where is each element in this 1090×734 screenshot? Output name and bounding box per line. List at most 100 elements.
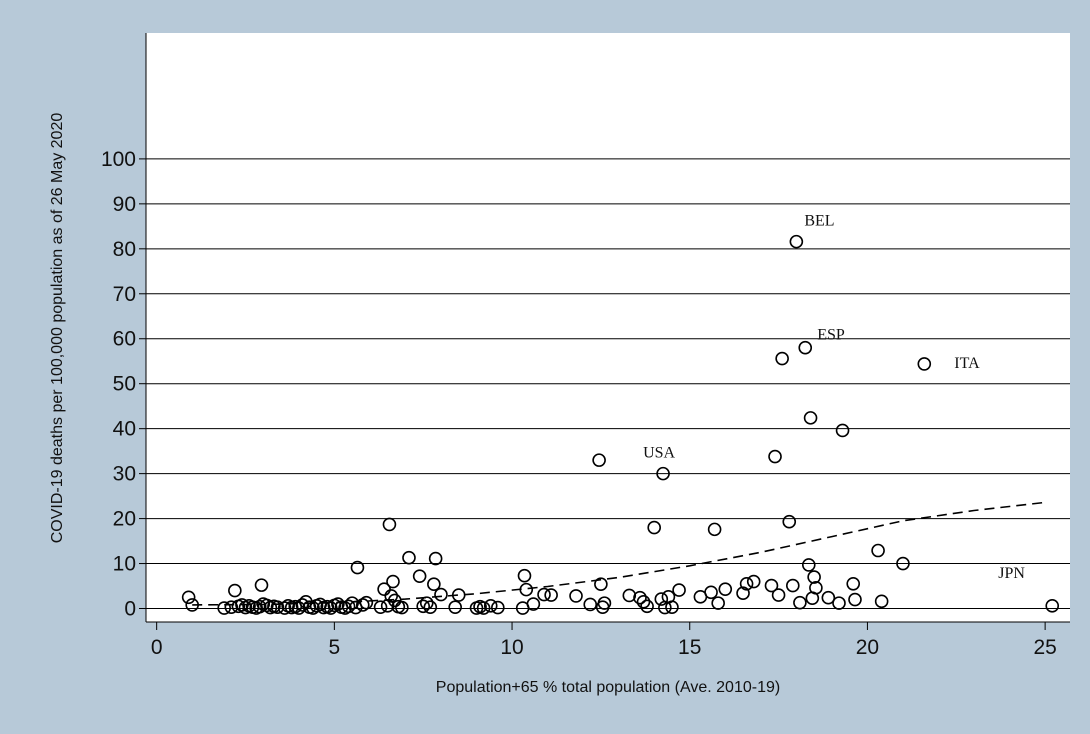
points-layer [181, 234, 1060, 615]
point-77 [597, 596, 612, 610]
point-97 [764, 578, 779, 593]
point-11 [252, 599, 267, 614]
point-92 [711, 596, 725, 610]
point-80 [636, 594, 651, 609]
point-51 [402, 550, 416, 565]
point-117 [874, 594, 889, 609]
annotation-usa: USA [643, 445, 675, 462]
point-96 [746, 574, 761, 589]
point-55 [423, 600, 438, 614]
point-83 [654, 592, 669, 606]
point-14 [260, 598, 274, 613]
point-57 [428, 551, 443, 566]
point-109 [807, 570, 821, 584]
point-6 [235, 598, 249, 612]
point-99 [771, 588, 786, 602]
point-18 [277, 601, 292, 615]
y-tick-label-60: 60 [113, 328, 136, 351]
y-tick-label-70: 70 [113, 283, 136, 306]
point-94 [736, 586, 750, 601]
point-87 [665, 600, 679, 614]
point-43 [377, 582, 391, 596]
point-17 [270, 600, 285, 614]
y-tick-label-30: 30 [113, 463, 136, 486]
point-74 [592, 453, 606, 467]
point-120 [1045, 599, 1060, 613]
y-tick-label-90: 90 [113, 193, 136, 216]
point-111 [821, 590, 836, 605]
point-31 [323, 601, 338, 615]
point-100 [775, 351, 789, 366]
point-101 [782, 514, 797, 529]
point-95 [739, 576, 754, 591]
gridlines [146, 158, 1070, 610]
point-106 [801, 558, 816, 572]
y-axis-title: COVID-19 deaths per 100,000 population a… [49, 113, 66, 544]
point-78 [622, 588, 637, 603]
point-47 [386, 574, 400, 589]
point-40 [355, 598, 370, 612]
y-tick-label-20: 20 [113, 508, 136, 531]
annotation-ita: ITA [954, 355, 980, 372]
point-71 [544, 588, 558, 602]
x-tick-label-15: 15 [678, 636, 701, 659]
point-102 [785, 578, 800, 593]
point-103 [789, 234, 804, 249]
point-12 [254, 578, 269, 592]
x-tick-label-20: 20 [856, 636, 879, 659]
point-1 [185, 598, 199, 612]
point-73 [583, 597, 598, 612]
point-110 [809, 581, 823, 595]
point-116 [871, 543, 885, 558]
point-60 [451, 588, 466, 602]
y-tick-label-10: 10 [113, 553, 136, 576]
x-tick-label-0: 0 [151, 636, 163, 659]
point-0 [181, 590, 196, 605]
point-69 [526, 597, 541, 611]
point-67 [517, 568, 532, 583]
point-119 [917, 357, 932, 371]
point-105 [798, 340, 813, 355]
point-2 [217, 601, 231, 615]
point-52 [412, 569, 427, 583]
point-75 [594, 577, 608, 592]
point-3 [224, 600, 239, 614]
annotations-layer: BEL ESP ITA USA JPN [643, 213, 1025, 582]
point-90 [704, 585, 718, 600]
annotation-jpn: JPN [998, 565, 1025, 582]
point-118 [896, 556, 910, 571]
x-tick-label-5: 5 [329, 636, 341, 659]
x-tick-label-25: 25 [1033, 636, 1056, 659]
point-68 [519, 582, 534, 597]
point-36 [341, 599, 356, 614]
point-113 [835, 423, 850, 438]
point-58 [434, 587, 448, 602]
point-79 [633, 590, 647, 605]
y-tick-label-40: 40 [113, 418, 136, 441]
point-33 [331, 597, 345, 611]
point-54 [419, 596, 434, 610]
y-tick-label-50: 50 [113, 373, 136, 396]
annotation-bel: BEL [804, 213, 834, 230]
point-88 [672, 583, 686, 597]
annotation-esp: ESP [817, 327, 845, 344]
point-46 [384, 589, 399, 603]
x-tick-label-10: 10 [500, 636, 523, 659]
point-42 [373, 600, 388, 614]
point-98 [768, 449, 782, 464]
point-107 [803, 411, 818, 425]
point-115 [848, 592, 862, 607]
point-104 [793, 595, 807, 610]
point-81 [640, 599, 654, 614]
point-39 [350, 560, 365, 575]
point-114 [846, 576, 861, 591]
point-72 [569, 589, 583, 603]
point-65 [491, 600, 505, 615]
point-82 [647, 520, 662, 535]
point-70 [537, 587, 551, 602]
point-53 [416, 599, 431, 614]
point-91 [707, 522, 722, 537]
point-45 [382, 517, 397, 532]
point-84 [656, 466, 670, 481]
